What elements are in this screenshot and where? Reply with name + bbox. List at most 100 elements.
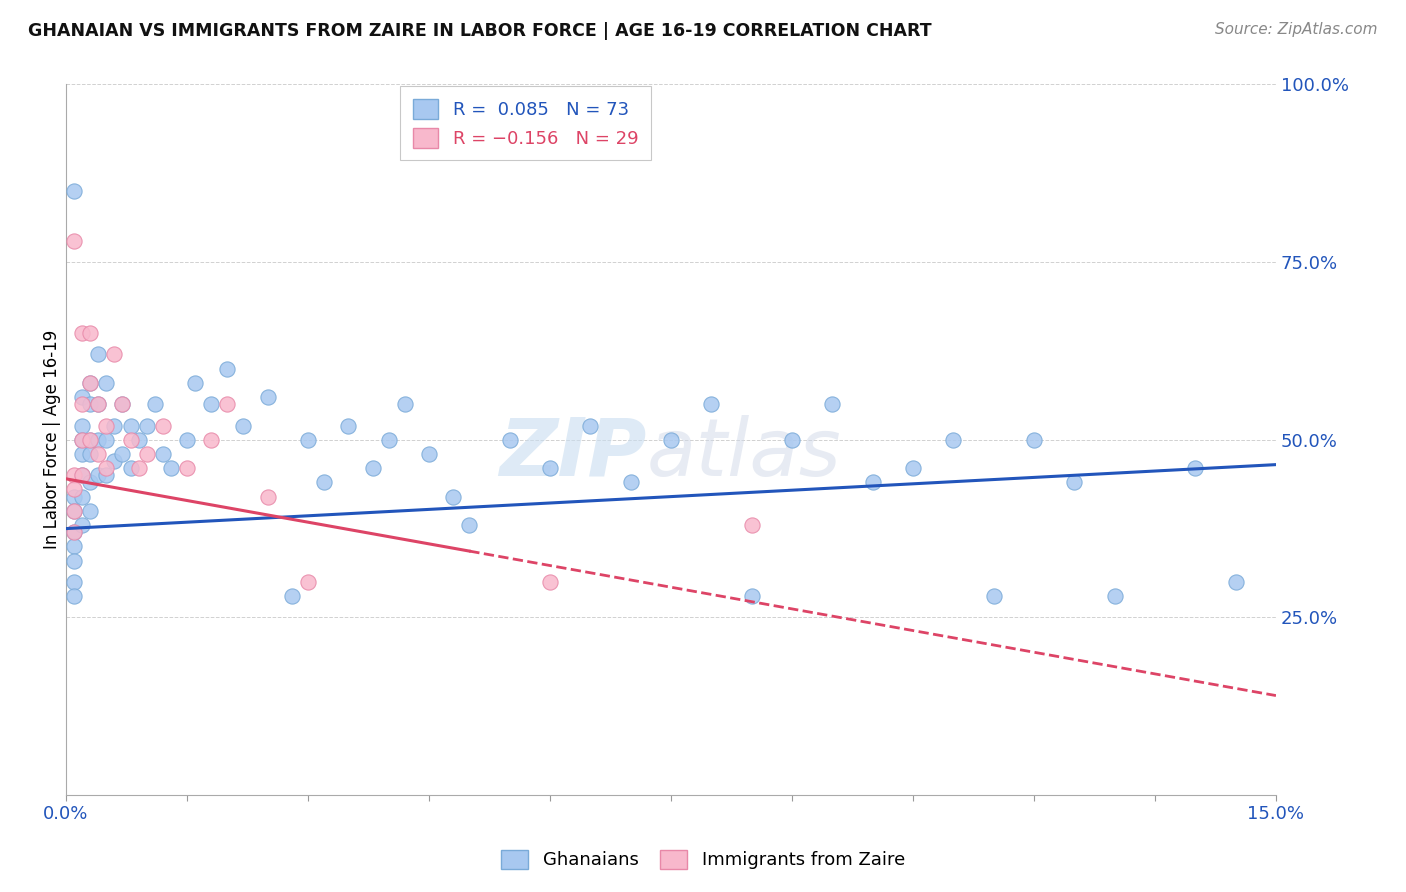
Point [394, 397, 416, 411]
Point [1184, 461, 1206, 475]
Point [96, 468, 118, 483]
Point [70, 326, 93, 340]
Point [135, 418, 157, 433]
Point [103, 347, 125, 361]
Point [87, 347, 110, 361]
Y-axis label: In Labor Force | Age 16-19: In Labor Force | Age 16-19 [44, 330, 60, 549]
Point [120, 461, 142, 475]
Point [96, 461, 118, 475]
Point [63, 504, 86, 518]
Point [498, 433, 520, 447]
Point [79, 504, 101, 518]
Point [63, 184, 86, 198]
Point [63, 574, 86, 589]
Point [63, 234, 86, 248]
Point [314, 475, 336, 490]
Point [1022, 433, 1045, 447]
Legend: Ghanaians, Immigrants from Zaire: Ghanaians, Immigrants from Zaire [492, 840, 914, 879]
Point [741, 518, 763, 533]
Point [70, 397, 93, 411]
Point [120, 418, 142, 433]
Point [87, 447, 110, 461]
Point [862, 475, 884, 490]
Point [63, 483, 86, 497]
Point [741, 589, 763, 603]
Point [780, 433, 803, 447]
Point [152, 447, 174, 461]
Point [217, 397, 239, 411]
Point [1063, 475, 1085, 490]
Point [103, 454, 125, 468]
Point [111, 397, 134, 411]
Point [63, 553, 86, 567]
Point [361, 461, 384, 475]
Point [79, 433, 101, 447]
Point [87, 433, 110, 447]
Point [152, 418, 174, 433]
Point [63, 504, 86, 518]
Point [281, 589, 304, 603]
Point [160, 461, 183, 475]
Point [87, 397, 110, 411]
Point [96, 418, 118, 433]
Point [1225, 574, 1247, 589]
Point [184, 376, 207, 390]
Text: GHANAIAN VS IMMIGRANTS FROM ZAIRE IN LABOR FORCE | AGE 16-19 CORRELATION CHART: GHANAIAN VS IMMIGRANTS FROM ZAIRE IN LAB… [28, 22, 932, 40]
Point [63, 525, 86, 540]
Point [70, 418, 93, 433]
Point [79, 397, 101, 411]
Point [377, 433, 399, 447]
Point [70, 490, 93, 504]
Text: ZIP: ZIP [499, 415, 647, 493]
Point [96, 433, 118, 447]
Point [700, 397, 723, 411]
Point [217, 361, 239, 376]
Point [63, 468, 86, 483]
Point [70, 468, 93, 483]
Point [103, 418, 125, 433]
Point [70, 468, 93, 483]
Point [79, 326, 101, 340]
Legend: R =  0.085   N = 73, R = −0.156   N = 29: R = 0.085 N = 73, R = −0.156 N = 29 [401, 87, 651, 161]
Point [96, 376, 118, 390]
Point [620, 475, 643, 490]
Point [111, 447, 134, 461]
Point [176, 461, 198, 475]
Point [232, 418, 254, 433]
Point [297, 574, 319, 589]
Point [176, 433, 198, 447]
Point [79, 376, 101, 390]
Point [441, 490, 464, 504]
Point [70, 433, 93, 447]
Point [942, 433, 965, 447]
Point [1104, 589, 1126, 603]
Point [256, 490, 278, 504]
Point [87, 397, 110, 411]
Point [70, 433, 93, 447]
Point [659, 433, 682, 447]
Point [87, 468, 110, 483]
Point [79, 376, 101, 390]
Point [200, 397, 222, 411]
Point [337, 418, 360, 433]
Point [63, 589, 86, 603]
Point [120, 433, 142, 447]
Point [983, 589, 1005, 603]
Point [143, 397, 166, 411]
Point [538, 574, 561, 589]
Point [128, 433, 150, 447]
Text: atlas: atlas [647, 415, 842, 493]
Point [297, 433, 319, 447]
Point [63, 539, 86, 553]
Point [63, 490, 86, 504]
Point [70, 518, 93, 533]
Point [418, 447, 440, 461]
Point [111, 397, 134, 411]
Point [128, 461, 150, 475]
Point [538, 461, 561, 475]
Point [579, 418, 602, 433]
Text: Source: ZipAtlas.com: Source: ZipAtlas.com [1215, 22, 1378, 37]
Point [79, 475, 101, 490]
Point [256, 390, 278, 404]
Point [458, 518, 481, 533]
